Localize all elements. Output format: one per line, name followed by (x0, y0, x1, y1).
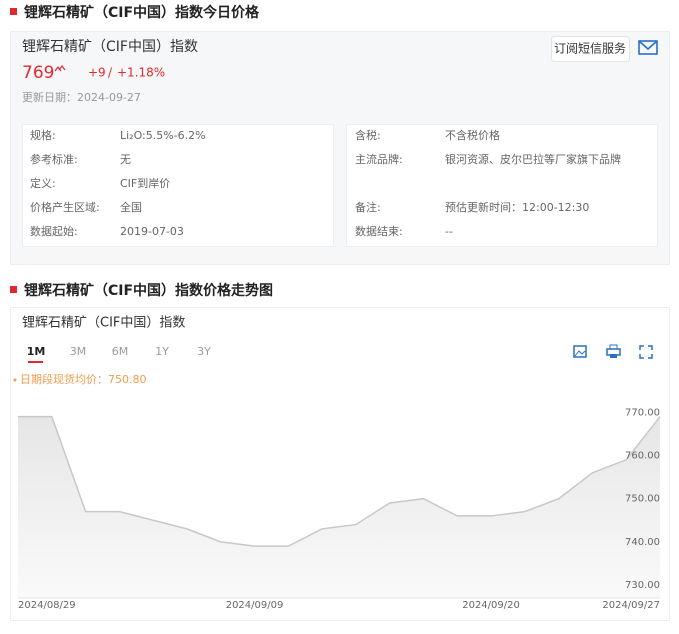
detail-label: 参考标准: (30, 152, 78, 166)
detail-label: 主流品牌: (355, 152, 403, 166)
y-tick-label: 770.00 (625, 407, 660, 418)
range-tab[interactable]: 1Y (155, 345, 169, 358)
detail-label: 规格: (30, 128, 56, 142)
subscribe-text[interactable]: 订阅短信服务 (554, 41, 626, 56)
detail-label: 价格产生区域: (30, 200, 100, 214)
range-tab[interactable]: 1M (27, 345, 46, 358)
detail-value: 不含税价格 (445, 128, 500, 142)
print-icon[interactable] (606, 344, 621, 358)
detail-value: CIF到岸价 (120, 177, 170, 190)
details-right (346, 124, 658, 247)
detail-value: -- (445, 225, 453, 238)
section-marker (10, 8, 17, 15)
section-marker (10, 286, 17, 293)
detail-label: 数据结束: (355, 224, 403, 238)
section-title: 锂辉石精矿（CIF中国）指数今日价格 (24, 4, 260, 21)
section-title: 锂辉石精矿（CIF中国）指数价格走势图 (24, 282, 273, 299)
mail-icon[interactable] (638, 40, 658, 55)
subscribe-button[interactable] (551, 36, 630, 62)
area (18, 416, 660, 598)
detail-label: 定义: (30, 176, 56, 190)
detail-value: 全国 (120, 200, 142, 214)
updated: 更新日期：2024-09-27 (22, 90, 141, 104)
x-tick-label: 2024/09/20 (462, 600, 520, 611)
index-name: 锂辉石精矿（CIF中国）指数 (22, 39, 198, 55)
range-tab[interactable]: 3M (70, 345, 87, 358)
x-tick-label: 2024/08/29 (18, 600, 76, 611)
detail-value: 银河资源、皮尔巴拉等厂家旗下品牌 (445, 152, 621, 166)
detail-label: 数据起始: (30, 224, 78, 238)
image-icon[interactable] (573, 345, 587, 358)
detail-label: 含税: (355, 128, 381, 142)
line (18, 415, 661, 547)
detail-value: 2019-07-03 (120, 225, 184, 238)
average-legend: 日期段现货均价：750.80 (20, 372, 147, 386)
change: +9 (88, 66, 106, 80)
detail-value: Li₂O:5.5%-6.2% (120, 129, 206, 142)
x-tick-label: 2024/09/09 (226, 600, 284, 611)
detail-label: 备注: (355, 200, 381, 214)
y-tick-label: 750.00 (625, 494, 660, 505)
change-pct: +1.18% (117, 66, 165, 80)
separator: / (108, 66, 113, 80)
price: 769 (22, 63, 54, 83)
y-tick-label: 760.00 (625, 450, 660, 461)
detail-value: 无 (120, 153, 131, 166)
x-tick-label: 2024/09/27 (602, 600, 660, 611)
chart-title: 锂辉石精矿（CIF中国）指数 (22, 316, 185, 331)
y-tick-label: 730.00 (625, 580, 660, 591)
up-arrow (54, 65, 66, 72)
details-left (22, 124, 334, 247)
detail-value: 预估更新时间：12:00-12:30 (445, 200, 589, 214)
range-tab[interactable]: 3Y (197, 345, 211, 358)
fullscreen-icon[interactable] (639, 345, 653, 359)
legend-dot (13, 378, 17, 382)
range-tab[interactable]: 6M (112, 345, 129, 358)
y-tick-label: 740.00 (625, 537, 660, 548)
